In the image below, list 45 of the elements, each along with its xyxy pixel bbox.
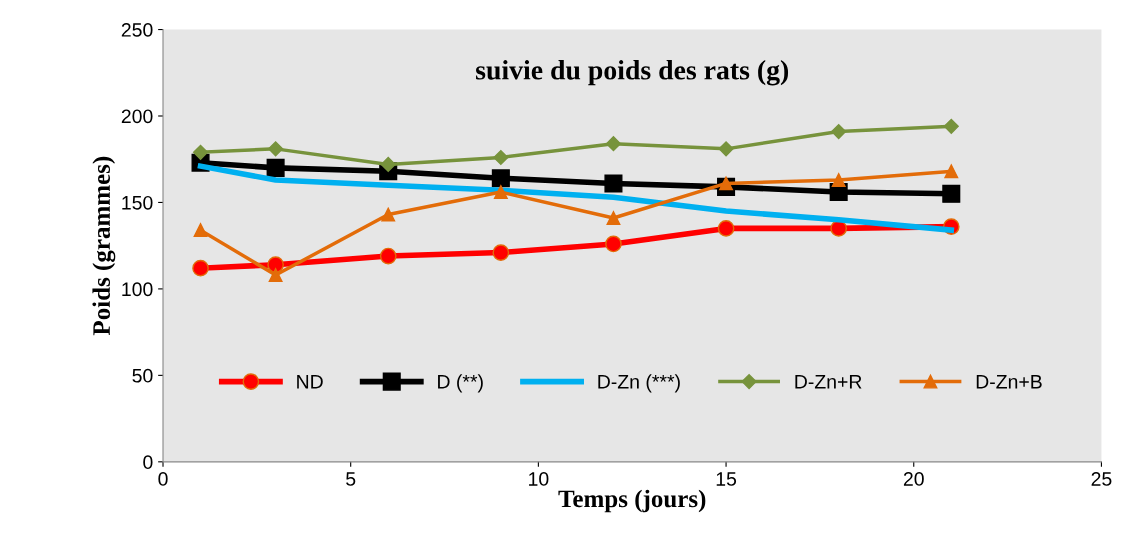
y-tick-label: 200 <box>121 109 153 124</box>
x-tick-label: 0 <box>158 472 168 486</box>
point <box>266 158 285 177</box>
point <box>943 118 959 134</box>
legend-label: D (**) <box>438 374 483 393</box>
point <box>605 235 622 253</box>
y-axis-title: Poids (grammes) <box>92 156 116 336</box>
x-axis-title: Temps (jours) <box>558 489 706 513</box>
point <box>193 223 208 238</box>
point <box>268 268 283 283</box>
point <box>379 247 397 265</box>
x-tick-label: 20 <box>903 472 924 486</box>
point <box>942 184 961 203</box>
x-tick-label: 5 <box>346 472 356 486</box>
legend-label: D-Zn+B <box>976 375 1042 389</box>
text: suivie du poids des rats (g) <box>476 60 789 86</box>
x-tick-label: 15 <box>716 472 737 486</box>
point <box>491 169 510 188</box>
point <box>605 136 622 152</box>
point <box>381 207 396 222</box>
y-tick-label: 250 <box>121 23 153 37</box>
point <box>718 141 734 157</box>
point <box>492 244 510 261</box>
x-tick-label: 25 <box>1091 472 1112 486</box>
point <box>604 174 623 193</box>
point <box>192 144 209 160</box>
legend-label: ND <box>297 375 323 389</box>
point <box>268 141 284 157</box>
point <box>493 149 509 166</box>
point <box>717 220 735 237</box>
legend-label: D-Zn (***) <box>598 374 680 393</box>
y-tick-label: 50 <box>132 368 153 383</box>
point <box>944 164 959 179</box>
y-tick-label: 100 <box>122 282 153 297</box>
point <box>192 259 209 277</box>
point <box>831 173 846 187</box>
point <box>493 185 508 200</box>
y-tick-label: 150 <box>122 195 153 210</box>
y-tick-label: 0 <box>143 455 153 470</box>
legend-label: D-Zn+R <box>795 375 862 389</box>
point <box>831 123 847 140</box>
point <box>719 176 734 191</box>
point <box>380 156 396 172</box>
x-tick-label: 10 <box>529 472 549 486</box>
point <box>606 211 621 225</box>
